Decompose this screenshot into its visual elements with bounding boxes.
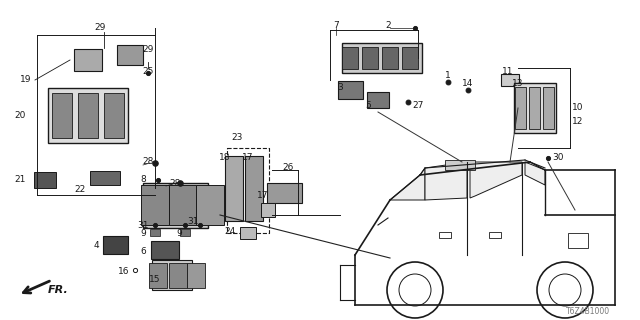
Text: 30: 30 (552, 154, 564, 163)
Text: 27: 27 (412, 100, 424, 109)
Text: 29: 29 (94, 23, 106, 33)
Bar (337, 81, 362, 99)
Text: 8: 8 (140, 175, 146, 185)
Bar (240, 227, 256, 239)
Text: 7: 7 (333, 20, 339, 29)
Bar (367, 92, 389, 108)
Bar (104, 92, 124, 138)
Bar (152, 260, 192, 290)
Text: 24: 24 (225, 228, 236, 236)
Text: 25: 25 (142, 68, 154, 76)
Circle shape (537, 262, 593, 318)
Text: 29: 29 (142, 45, 154, 54)
Bar (149, 262, 167, 287)
Text: 20: 20 (14, 110, 26, 119)
Text: 26: 26 (282, 164, 294, 172)
Text: 14: 14 (462, 78, 474, 87)
Text: 11: 11 (502, 68, 514, 76)
Bar (439, 232, 451, 238)
Bar (74, 49, 102, 71)
Bar (261, 203, 275, 217)
Bar (225, 156, 243, 220)
Polygon shape (525, 162, 545, 185)
Bar (143, 182, 207, 228)
Circle shape (387, 262, 443, 318)
Bar (514, 83, 556, 133)
Bar (52, 92, 72, 138)
Text: 28: 28 (170, 179, 180, 188)
Bar (362, 47, 378, 69)
Bar (150, 228, 160, 236)
Text: 1: 1 (445, 70, 451, 79)
Text: 5: 5 (365, 100, 371, 109)
Text: 19: 19 (20, 76, 32, 84)
Bar (501, 74, 519, 86)
Text: 17: 17 (243, 154, 253, 163)
Bar (342, 47, 358, 69)
Text: 31: 31 (188, 218, 199, 227)
Bar (169, 185, 197, 225)
Bar (515, 87, 525, 129)
Bar (102, 236, 127, 254)
Bar (48, 87, 128, 142)
Bar (445, 160, 475, 170)
Bar (543, 87, 554, 129)
Text: 23: 23 (231, 133, 243, 142)
Bar (90, 171, 120, 185)
Text: FR.: FR. (48, 285, 68, 295)
Polygon shape (425, 162, 467, 200)
Bar (382, 47, 398, 69)
Text: 28: 28 (142, 157, 154, 166)
Bar (402, 47, 418, 69)
Text: 17: 17 (257, 190, 269, 199)
Text: 3: 3 (337, 84, 343, 92)
Text: 18: 18 (220, 154, 231, 163)
Bar (266, 183, 301, 203)
Bar (180, 228, 190, 236)
Bar (34, 172, 56, 188)
Text: T6Z4B1000: T6Z4B1000 (566, 308, 610, 316)
Bar (227, 148, 269, 233)
Bar (342, 43, 422, 73)
Text: 22: 22 (74, 186, 86, 195)
Text: 2: 2 (385, 20, 391, 29)
Bar (151, 241, 179, 259)
Bar (196, 185, 224, 225)
Text: 21: 21 (14, 175, 26, 185)
Text: 13: 13 (512, 78, 524, 87)
Text: 4: 4 (93, 241, 99, 250)
Bar (169, 262, 187, 287)
Polygon shape (390, 168, 425, 200)
Text: 15: 15 (149, 276, 161, 284)
Text: 9: 9 (176, 228, 182, 237)
Polygon shape (470, 162, 522, 198)
Bar (187, 262, 205, 287)
Text: 31: 31 (137, 220, 148, 229)
Bar (245, 156, 263, 220)
Bar (568, 233, 588, 247)
Text: 12: 12 (572, 117, 584, 126)
Bar (529, 87, 540, 129)
Bar (141, 185, 169, 225)
Text: 10: 10 (572, 103, 584, 113)
Text: 6: 6 (140, 247, 146, 257)
Bar (489, 232, 501, 238)
Bar (117, 45, 143, 65)
Bar (78, 92, 98, 138)
Text: 16: 16 (118, 268, 130, 276)
Text: 9: 9 (140, 228, 146, 237)
